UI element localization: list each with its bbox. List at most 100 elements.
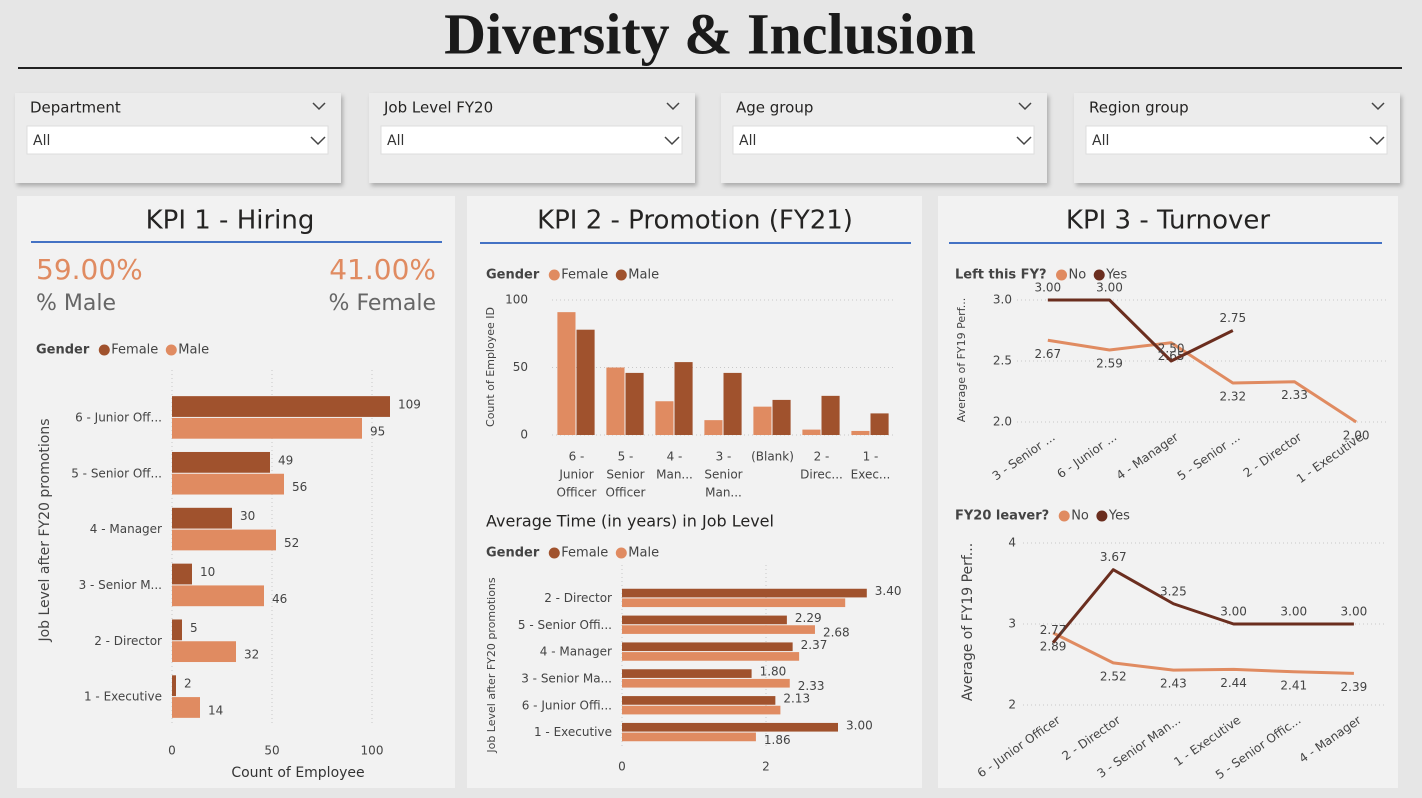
chevron xyxy=(1018,102,1032,111)
bar xyxy=(622,625,815,634)
x-tick-label: Officer xyxy=(606,486,646,500)
x-tick-label: Officer xyxy=(557,486,597,500)
bar xyxy=(172,675,176,697)
filter-label: Age group xyxy=(736,99,813,117)
dropdown[interactable] xyxy=(1085,125,1388,155)
bar xyxy=(870,413,889,435)
data-label: 32 xyxy=(244,648,259,662)
x-axis-label: Count of Employee xyxy=(231,765,364,781)
legend-title: Gender xyxy=(36,343,90,358)
legend-marker xyxy=(615,547,627,559)
data-label: 5 xyxy=(190,621,198,635)
data-label: 2.33 xyxy=(798,679,825,693)
bar xyxy=(655,401,674,435)
data-label: 3.00 xyxy=(1220,605,1247,619)
data-label: 3.00 xyxy=(1096,281,1123,295)
data-label: 56 xyxy=(292,480,307,494)
legend-label: No xyxy=(1071,509,1089,524)
filter-label: Job Level FY20 xyxy=(383,99,493,117)
x-tick-label: 100 xyxy=(361,744,384,758)
bar xyxy=(557,312,576,435)
y-axis-label: Average of FY19 Perf... xyxy=(960,543,976,701)
dropdown-value: All xyxy=(387,133,404,149)
y-tick-label: 1 - Executive xyxy=(84,690,162,704)
legend-title: FY20 leaver? xyxy=(955,509,1049,524)
panel-title: KPI 2 - Promotion (FY21) xyxy=(537,206,853,236)
dropdown[interactable] xyxy=(380,125,683,155)
bar xyxy=(622,598,846,608)
data-label: 2.59 xyxy=(1096,357,1123,371)
bar xyxy=(622,705,781,715)
filter-label: Department xyxy=(30,99,121,117)
bar xyxy=(625,372,644,435)
page-title: Diversity & Inclusion xyxy=(444,1,976,66)
data-label: 3.40 xyxy=(875,584,902,598)
y-tick-label: 6 - Junior Offi... xyxy=(522,698,612,712)
y-tick-label: 3 - Senior M... xyxy=(79,578,162,592)
y-tick-label: 2.0 xyxy=(993,415,1012,429)
legend-label: No xyxy=(1069,268,1087,283)
bar xyxy=(851,430,870,435)
bar xyxy=(772,399,791,435)
line xyxy=(1051,568,1354,644)
y-tick-label: 2 - Director xyxy=(94,634,162,648)
legend-marker xyxy=(1093,269,1105,281)
kpi-value: 59.00% xyxy=(36,253,143,286)
bar xyxy=(172,619,182,641)
dropdown-value: All xyxy=(33,133,50,149)
chevron xyxy=(1371,102,1385,111)
x-tick-label: 3 - xyxy=(716,450,732,464)
bar xyxy=(622,669,752,678)
filter-label: Region group xyxy=(1089,99,1189,117)
data-label: 49 xyxy=(278,453,293,467)
bar xyxy=(802,429,821,435)
y-axis-label: Job Level after FY20 promotions xyxy=(37,418,53,642)
legend-marker xyxy=(1056,269,1068,281)
legend-label: Female xyxy=(561,546,608,561)
y-tick-label: 4 - Manager xyxy=(90,522,162,536)
bar xyxy=(172,529,276,551)
x-tick-label: 50 xyxy=(264,744,279,758)
x-tick-label: 0 xyxy=(168,744,176,758)
bar xyxy=(622,722,838,732)
chevron xyxy=(310,136,326,146)
kpi-label: % Male xyxy=(36,291,116,316)
legend-marker xyxy=(98,344,110,356)
dropdown[interactable] xyxy=(732,125,1035,155)
legend-label: Yes xyxy=(1105,268,1127,283)
y-tick-label: 3 xyxy=(1008,617,1016,631)
bar xyxy=(723,372,742,435)
data-label: 46 xyxy=(272,592,287,606)
dropdown-value: All xyxy=(1092,133,1109,149)
data-label: 3.00 xyxy=(1341,605,1368,619)
data-label: 2.39 xyxy=(1341,680,1368,694)
kpi-value: 41.00% xyxy=(329,253,436,286)
y-tick-label: 4 xyxy=(1008,536,1016,550)
data-label: 2.33 xyxy=(1281,388,1308,402)
x-tick-label: 2 xyxy=(762,760,770,774)
data-label: 1.80 xyxy=(760,665,787,679)
data-label: 3.00 xyxy=(1280,605,1307,619)
data-label: 2.43 xyxy=(1160,677,1187,691)
chevron xyxy=(664,136,680,146)
legend-marker xyxy=(548,547,560,559)
data-label: 1.86 xyxy=(764,733,791,747)
bar xyxy=(622,615,787,625)
legend-marker xyxy=(165,344,177,356)
data-label: 2.41 xyxy=(1280,678,1307,692)
bar xyxy=(622,652,800,661)
bar xyxy=(704,420,723,435)
data-label: 95 xyxy=(370,424,385,438)
y-axis-label: Count of Employee ID xyxy=(484,307,497,427)
line xyxy=(1052,631,1354,675)
legend-label: Male xyxy=(628,546,659,561)
data-label: 14 xyxy=(208,703,223,717)
data-label: 2.75 xyxy=(1219,311,1246,325)
y-tick-label: 50 xyxy=(513,360,528,374)
data-label: 2.52 xyxy=(1100,669,1127,683)
dropdown[interactable] xyxy=(26,125,329,155)
data-label: 30 xyxy=(240,509,255,523)
bar xyxy=(172,697,200,718)
data-label: 3.00 xyxy=(1034,281,1061,295)
